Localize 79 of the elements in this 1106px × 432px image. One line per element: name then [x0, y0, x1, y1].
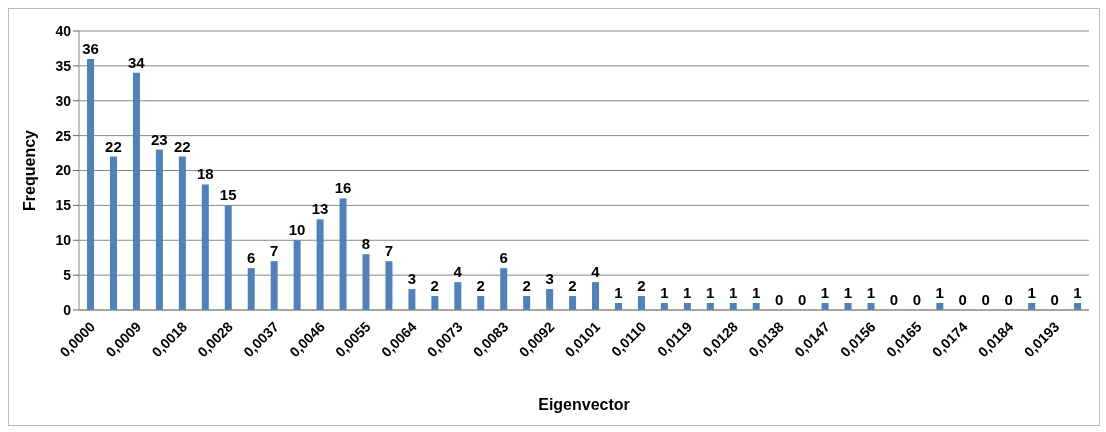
data-label: 6 — [246, 249, 256, 267]
data-label: 13 — [311, 200, 329, 218]
data-label: 0 — [958, 291, 967, 308]
y-tick-label: 25 — [55, 127, 72, 144]
bar — [201, 184, 209, 310]
y-axis-title: Frequency — [20, 129, 38, 211]
data-label: 0 — [912, 291, 922, 308]
data-label: 3 — [545, 270, 554, 288]
data-label: 23 — [151, 130, 168, 148]
data-label: 1 — [1073, 284, 1082, 302]
y-tick-label: 40 — [55, 22, 72, 39]
data-label: 4 — [453, 263, 463, 281]
data-label: 2 — [430, 277, 439, 295]
bar — [178, 156, 186, 310]
bar — [431, 296, 439, 310]
y-tick-label: 0 — [63, 301, 72, 318]
data-label: 0 — [774, 291, 784, 308]
data-label: 2 — [637, 277, 646, 295]
bar — [408, 289, 416, 310]
data-label: 0 — [1050, 291, 1059, 308]
y-tick-label: 15 — [55, 197, 72, 214]
bar — [270, 261, 278, 310]
data-label: 1 — [843, 284, 853, 302]
data-label: 0 — [797, 291, 807, 308]
y-tick-label: 10 — [55, 232, 72, 249]
data-label: 15 — [219, 186, 237, 204]
bar — [569, 296, 577, 310]
data-label: 0 — [981, 291, 990, 308]
y-tick-label: 5 — [63, 267, 72, 284]
data-label: 1 — [820, 284, 830, 302]
data-label: 6 — [499, 249, 508, 267]
bar — [339, 198, 347, 310]
data-label: 4 — [591, 263, 601, 281]
data-label: 0 — [889, 291, 899, 308]
data-label: 1 — [683, 284, 692, 302]
bar — [546, 289, 554, 310]
data-label: 7 — [384, 242, 394, 260]
bar — [155, 149, 163, 310]
data-label: 2 — [522, 277, 531, 295]
bar — [132, 72, 140, 310]
bar — [385, 261, 393, 310]
bar — [316, 219, 324, 310]
data-label: 2 — [476, 277, 485, 295]
data-label: 10 — [288, 221, 306, 239]
bar — [293, 240, 301, 310]
bar — [592, 282, 600, 310]
data-label: 1 — [751, 284, 761, 302]
data-label: 22 — [105, 137, 122, 155]
bar — [500, 268, 508, 310]
data-label: 1 — [614, 284, 623, 302]
bar — [523, 296, 531, 310]
y-tick-label: 35 — [55, 57, 72, 74]
data-label: 18 — [196, 165, 214, 183]
data-label: 1 — [660, 284, 669, 302]
bar — [454, 282, 462, 310]
data-label: 1 — [1027, 284, 1036, 302]
bar — [362, 254, 370, 310]
data-label: 7 — [269, 242, 279, 260]
x-axis-title: Eigenvector — [538, 396, 630, 413]
data-label: 22 — [173, 137, 191, 155]
data-label: 1 — [729, 284, 738, 302]
y-tick-label: 30 — [55, 92, 72, 109]
y-tick-label: 20 — [55, 162, 72, 179]
bar — [109, 156, 117, 310]
data-label: 3 — [407, 270, 417, 288]
data-label: 16 — [334, 179, 352, 197]
data-label: 8 — [361, 235, 371, 253]
data-label: 1 — [866, 284, 876, 302]
bar — [247, 268, 255, 310]
data-label: 34 — [128, 53, 146, 71]
bar — [637, 296, 645, 310]
data-label: 2 — [568, 277, 577, 295]
data-label: 36 — [82, 39, 99, 57]
bar — [87, 58, 95, 310]
data-label: 0 — [1004, 291, 1013, 308]
data-label: 1 — [935, 284, 944, 302]
bar — [224, 205, 232, 310]
data-label: 1 — [706, 284, 715, 302]
bar — [477, 296, 485, 310]
